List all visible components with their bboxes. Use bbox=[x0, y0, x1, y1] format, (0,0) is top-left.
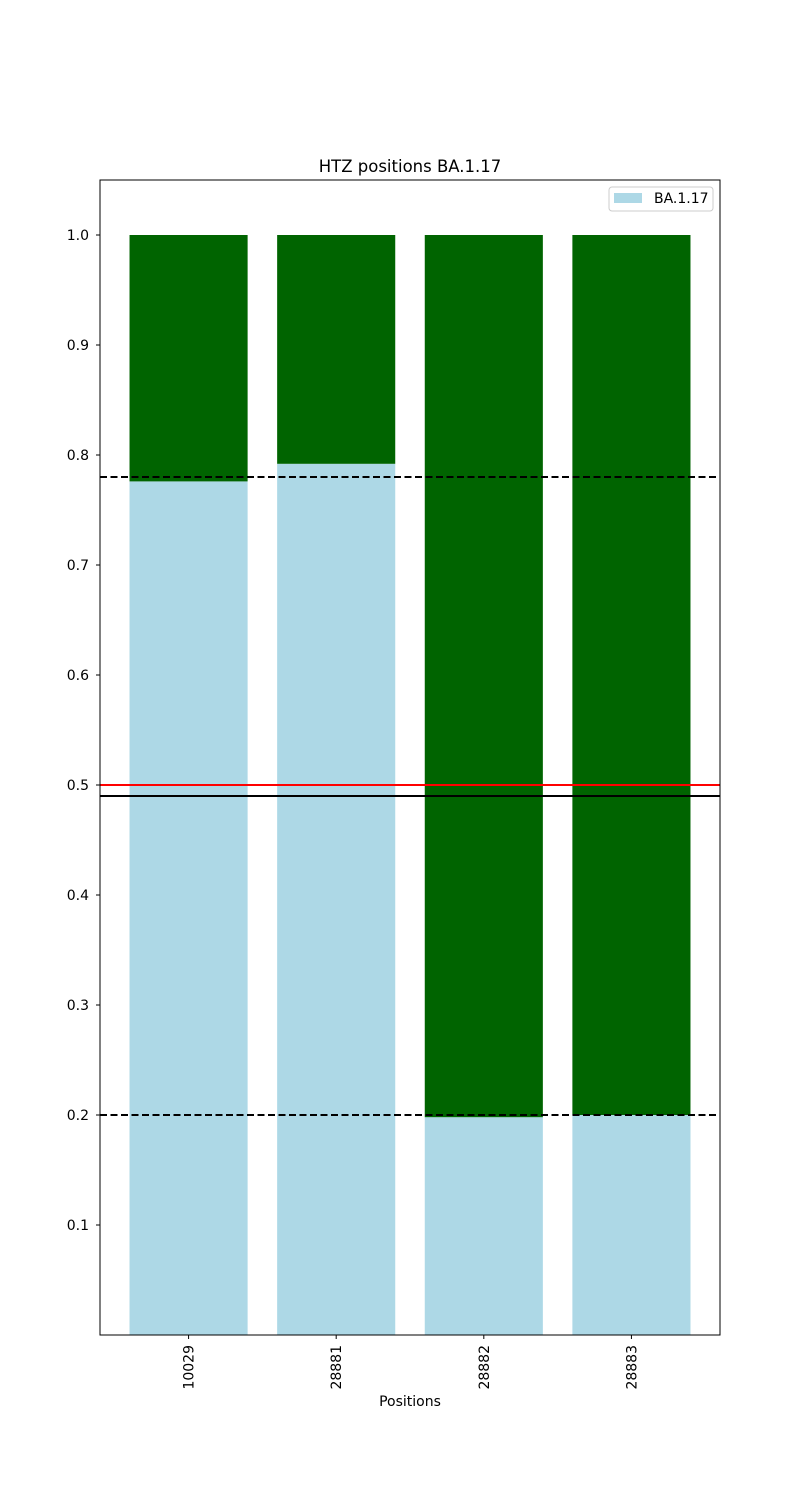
x-tick-label-28882: 28882 bbox=[477, 1345, 493, 1390]
y-tick-label: 0.5 bbox=[67, 778, 89, 794]
bar-28882-series-0 bbox=[424, 1117, 543, 1335]
legend: BA.1.17 bbox=[608, 186, 714, 212]
x-tick-label-28883: 28883 bbox=[624, 1345, 640, 1390]
y-tick-label: 0.4 bbox=[67, 888, 89, 904]
bar-10029-series-0 bbox=[129, 481, 248, 1335]
y-tick-label: 0.8 bbox=[67, 448, 89, 464]
bar-28883-series-0 bbox=[572, 1115, 691, 1335]
legend-label: BA.1.17 bbox=[654, 191, 709, 207]
y-tick-label: 0.1 bbox=[67, 1218, 89, 1234]
x-axis: 10029 28881 28882 28883 bbox=[182, 1335, 640, 1390]
y-tick-label: 0.6 bbox=[67, 668, 89, 684]
y-tick-label: 0.2 bbox=[67, 1108, 89, 1124]
legend-swatch bbox=[614, 193, 642, 203]
x-tick-label-10029: 10029 bbox=[182, 1345, 198, 1390]
reference-lines-group bbox=[100, 476, 720, 1116]
bar-10029-series-1 bbox=[129, 235, 248, 482]
y-axis: 0.1 0.2 0.3 0.4 0.5 0.6 0.7 0.8 0.9 1.0 bbox=[67, 228, 100, 1234]
x-tick-label-28881: 28881 bbox=[329, 1345, 345, 1390]
y-tick-label: 0.3 bbox=[67, 998, 89, 1014]
bar-28881-series-0 bbox=[277, 463, 396, 1335]
bars-group bbox=[129, 235, 691, 1335]
y-tick-label: 0.9 bbox=[67, 338, 89, 354]
chart-title: HTZ positions BA.1.17 bbox=[319, 157, 502, 176]
y-tick-label: 1.0 bbox=[67, 228, 89, 244]
bar-28883-series-1 bbox=[572, 235, 691, 1115]
bar-28881-series-1 bbox=[277, 235, 396, 464]
x-axis-label: Positions bbox=[379, 1394, 441, 1410]
bar-28882-series-1 bbox=[424, 235, 543, 1118]
axes-frame bbox=[99, 179, 721, 1336]
y-tick-label: 0.7 bbox=[67, 558, 89, 574]
